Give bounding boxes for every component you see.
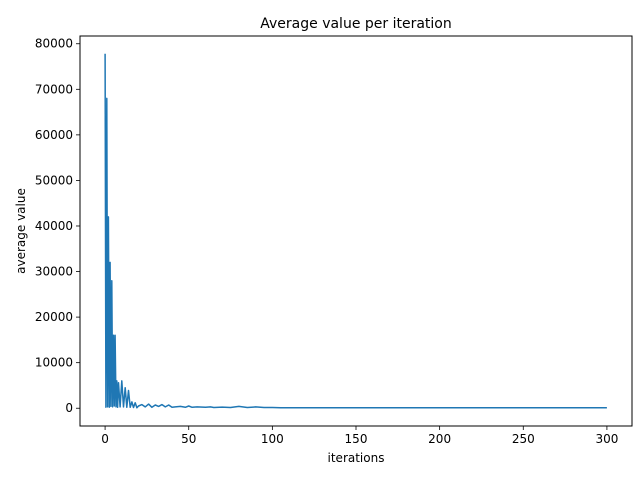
axis-ticks: 0 50 100 150 200 250 300 0 10000 20000 30000 40000 5… [35,37,619,446]
x-tick-label: 150 [345,432,368,446]
y-tick-label: 10000 [35,356,73,370]
y-tick-label: 30000 [35,265,73,279]
x-tick-label: 300 [595,432,618,446]
y-tick-label: 70000 [35,82,73,96]
y-tick-label: 0 [65,401,73,415]
y-tick-label: 80000 [35,37,73,51]
x-axis-label: iterations [328,451,385,465]
y-axis-label: average value [14,188,28,274]
series-line-0 [104,53,607,409]
x-tick-label: 100 [261,432,284,446]
y-tick-label: 40000 [35,219,73,233]
x-tick-label: 50 [181,432,196,446]
y-tick-label: 50000 [35,173,73,187]
chart-title: Average value per iteration [260,16,451,32]
plot-area [104,53,607,409]
x-tick-label: 250 [512,432,535,446]
x-tick-label: 0 [101,432,109,446]
y-tick-label: 60000 [35,128,73,142]
plot-frame [79,35,633,427]
x-tick-label: 200 [428,432,451,446]
y-tick-label: 20000 [35,310,73,324]
